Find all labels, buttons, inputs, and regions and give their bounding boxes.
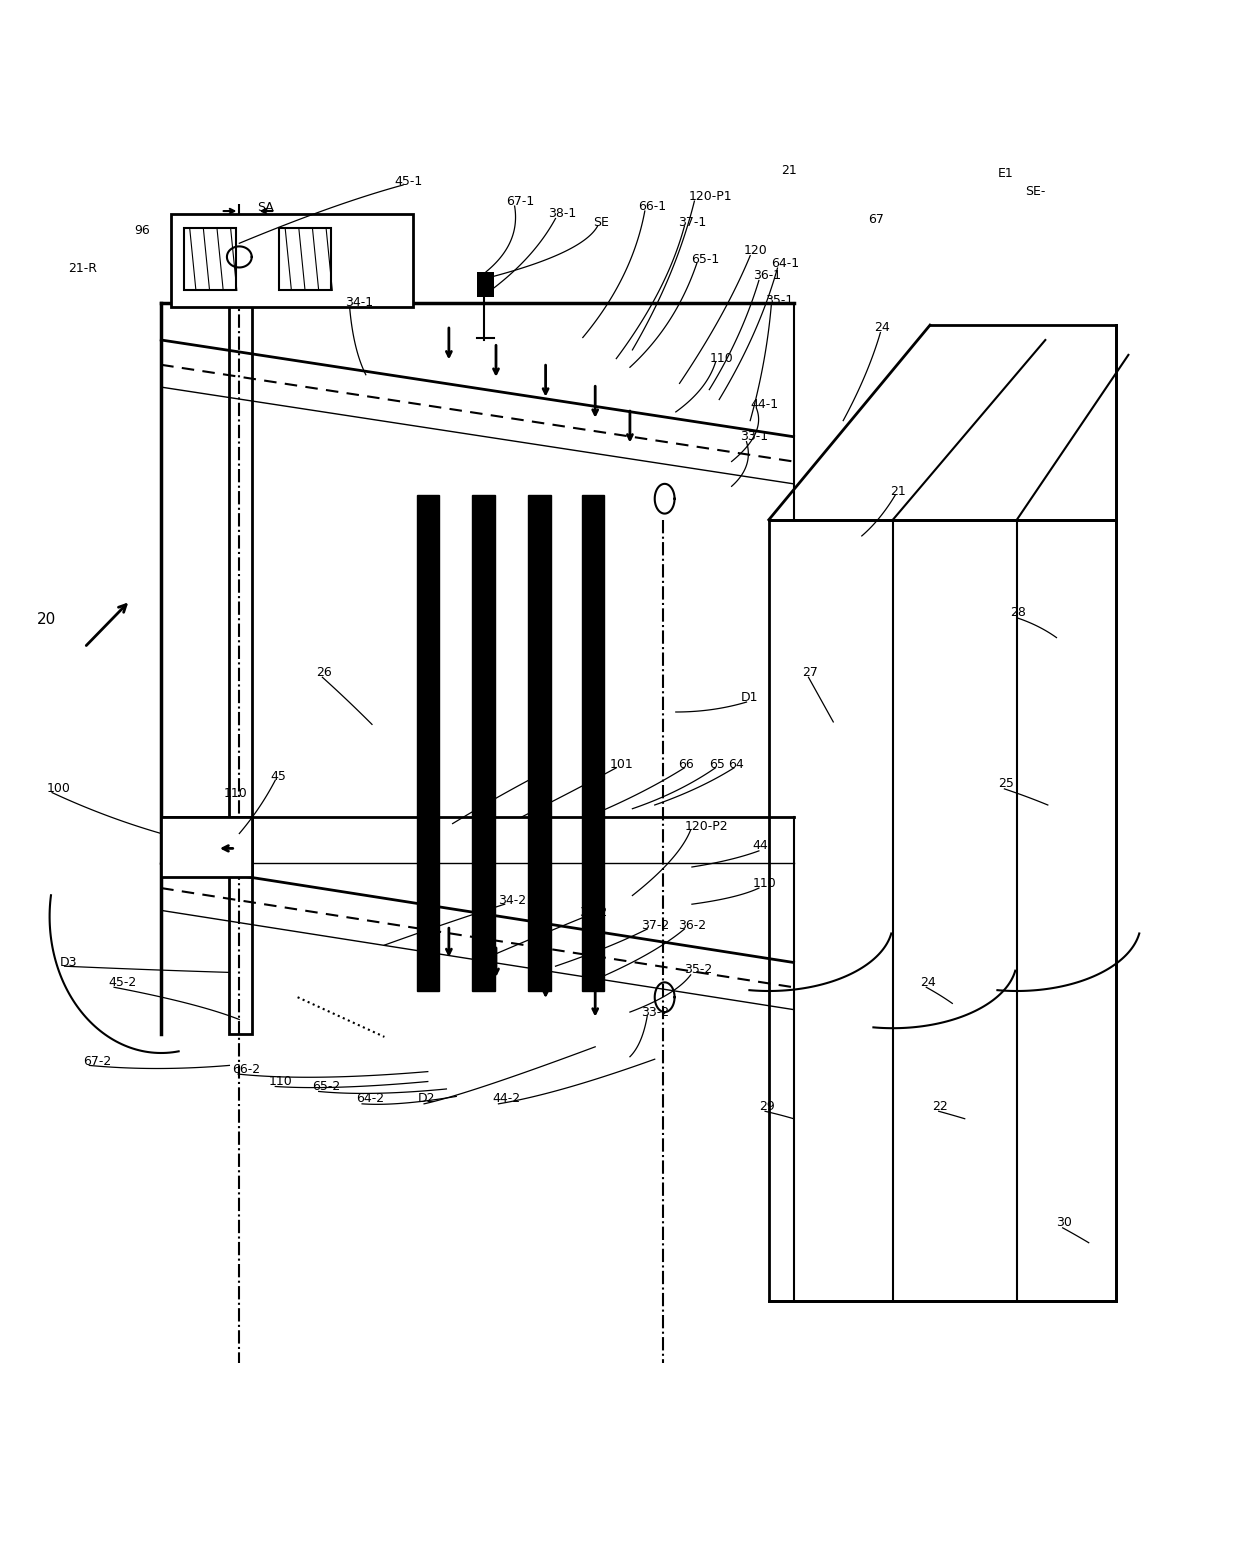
Text: SE: SE <box>593 215 609 229</box>
Text: 120: 120 <box>744 245 768 257</box>
Text: 45-2: 45-2 <box>108 975 136 989</box>
Bar <box>279 229 331 291</box>
Text: 27: 27 <box>802 666 818 680</box>
Text: 66: 66 <box>678 757 694 771</box>
Text: 44: 44 <box>753 839 769 853</box>
Text: 33-2: 33-2 <box>641 1006 670 1019</box>
Text: 21: 21 <box>890 485 906 498</box>
Text: D1: D1 <box>740 690 758 704</box>
Text: 25: 25 <box>998 777 1014 791</box>
Text: 45: 45 <box>270 769 286 783</box>
Bar <box>184 229 236 291</box>
Text: 64-2: 64-2 <box>356 1093 384 1105</box>
Text: 96: 96 <box>134 224 150 237</box>
Text: 21-R: 21-R <box>68 262 97 274</box>
Text: 110: 110 <box>269 1074 293 1088</box>
Text: SE-: SE- <box>1025 184 1045 198</box>
Text: E1: E1 <box>998 167 1014 180</box>
Text: 65-2: 65-2 <box>312 1081 341 1093</box>
Text: 65: 65 <box>709 757 725 771</box>
Text: 67-1: 67-1 <box>506 195 534 207</box>
Text: 101: 101 <box>610 757 634 771</box>
Text: D3: D3 <box>60 957 77 969</box>
Text: 110: 110 <box>753 876 776 890</box>
Text: 64: 64 <box>728 757 744 771</box>
Text: 67-2: 67-2 <box>83 1056 112 1068</box>
Text: 37-2: 37-2 <box>641 920 670 932</box>
Bar <box>528 495 551 991</box>
Text: 22: 22 <box>932 1099 949 1113</box>
Bar <box>582 495 604 991</box>
Text: 30: 30 <box>1056 1217 1073 1229</box>
Text: 36-1: 36-1 <box>753 269 781 282</box>
Text: 66-2: 66-2 <box>232 1062 260 1076</box>
Text: 67: 67 <box>868 214 884 226</box>
Text: 21: 21 <box>781 164 797 176</box>
Text: 38-2: 38-2 <box>579 907 608 920</box>
Bar <box>171 214 413 307</box>
Text: D2: D2 <box>418 1093 435 1105</box>
Text: 28: 28 <box>1011 607 1027 619</box>
Text: 110: 110 <box>709 351 733 365</box>
Text: 66-1: 66-1 <box>639 200 667 212</box>
Text: 65-1: 65-1 <box>691 252 719 266</box>
Text: 34-1: 34-1 <box>345 296 373 310</box>
Text: 35-1: 35-1 <box>765 294 794 307</box>
Text: 29: 29 <box>759 1099 775 1113</box>
Text: 110: 110 <box>223 788 247 800</box>
Text: 34-2: 34-2 <box>498 895 527 907</box>
Text: 44-1: 44-1 <box>750 398 779 410</box>
Text: 38-1: 38-1 <box>548 207 577 220</box>
Text: 120-P1: 120-P1 <box>688 190 732 203</box>
Bar <box>769 520 1116 1300</box>
Bar <box>229 266 252 1034</box>
Text: 120-P2: 120-P2 <box>684 819 728 833</box>
Text: 37-1: 37-1 <box>678 215 707 229</box>
Text: 33-1: 33-1 <box>740 430 769 443</box>
Polygon shape <box>477 272 494 297</box>
Text: SA: SA <box>257 201 274 214</box>
Text: 67: 67 <box>529 765 546 779</box>
Text: 26: 26 <box>316 666 332 680</box>
Text: 24: 24 <box>874 320 890 334</box>
Bar <box>472 495 495 991</box>
Text: 24: 24 <box>920 975 936 989</box>
Text: 35-2: 35-2 <box>684 963 713 977</box>
Text: 64-1: 64-1 <box>771 257 800 269</box>
Bar <box>161 817 252 876</box>
Text: 20: 20 <box>37 611 57 627</box>
Text: 36-2: 36-2 <box>678 920 707 932</box>
Text: 44-2: 44-2 <box>492 1093 521 1105</box>
Text: 45-1: 45-1 <box>394 175 423 187</box>
Bar <box>417 495 439 991</box>
Text: 100: 100 <box>47 782 71 796</box>
